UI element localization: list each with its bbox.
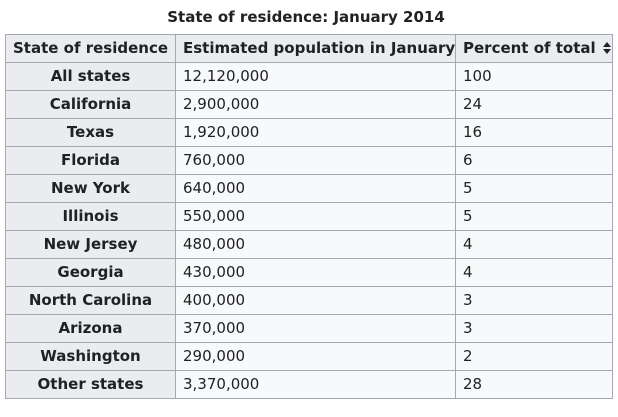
table-row: New Jersey 480,000 4 bbox=[5, 230, 613, 259]
percent-cell: 5 bbox=[455, 202, 613, 231]
population-cell: 3,370,000 bbox=[175, 370, 456, 399]
table-row: All states 12,120,000 100 bbox=[5, 62, 613, 91]
state-cell: All states bbox=[5, 62, 176, 91]
table-row: Washington 290,000 2 bbox=[5, 342, 613, 371]
percent-cell: 6 bbox=[455, 146, 613, 175]
population-cell: 480,000 bbox=[175, 230, 456, 259]
table-row: Illinois 550,000 5 bbox=[5, 202, 613, 231]
header-row: State of residence Estimated population … bbox=[5, 34, 613, 63]
residence-table: State of residence Estimated population … bbox=[5, 34, 613, 399]
state-cell: New Jersey bbox=[5, 230, 176, 259]
table-row: California 2,900,000 24 bbox=[5, 90, 613, 119]
percent-cell: 4 bbox=[455, 258, 613, 287]
header-percent-of-total[interactable]: Percent of total bbox=[455, 34, 613, 63]
table-title: State of residence: January 2014 bbox=[167, 8, 445, 26]
population-cell: 2,900,000 bbox=[175, 90, 456, 119]
table-row: Other states 3,370,000 28 bbox=[5, 370, 613, 399]
percent-cell: 100 bbox=[455, 62, 613, 91]
state-cell: California bbox=[5, 90, 176, 119]
population-cell: 400,000 bbox=[175, 286, 456, 315]
population-cell: 370,000 bbox=[175, 314, 456, 343]
state-cell: North Carolina bbox=[5, 286, 176, 315]
state-cell: Arizona bbox=[5, 314, 176, 343]
population-cell: 430,000 bbox=[175, 258, 456, 287]
state-cell: Washington bbox=[5, 342, 176, 371]
header-estimated-population-label: Estimated population in January bbox=[183, 39, 456, 57]
percent-cell: 3 bbox=[455, 286, 613, 315]
state-cell: Florida bbox=[5, 146, 176, 175]
table-row: New York 640,000 5 bbox=[5, 174, 613, 203]
table-row: Texas 1,920,000 16 bbox=[5, 118, 613, 147]
state-cell: New York bbox=[5, 174, 176, 203]
table-row: Florida 760,000 6 bbox=[5, 146, 613, 175]
state-cell: Illinois bbox=[5, 202, 176, 231]
table-row: North Carolina 400,000 3 bbox=[5, 286, 613, 315]
population-cell: 760,000 bbox=[175, 146, 456, 175]
percent-cell: 5 bbox=[455, 174, 613, 203]
state-cell: Other states bbox=[5, 370, 176, 399]
population-cell: 12,120,000 bbox=[175, 62, 456, 91]
population-cell: 290,000 bbox=[175, 342, 456, 371]
table-row: Arizona 370,000 3 bbox=[5, 314, 613, 343]
percent-cell: 24 bbox=[455, 90, 613, 119]
table-row: Georgia 430,000 4 bbox=[5, 258, 613, 287]
percent-cell: 2 bbox=[455, 342, 613, 371]
header-state-of-residence-label: State of residence bbox=[13, 39, 169, 57]
header-estimated-population[interactable]: Estimated population in January bbox=[175, 34, 456, 63]
state-cell: Texas bbox=[5, 118, 176, 147]
sort-icon[interactable] bbox=[602, 42, 611, 54]
percent-cell: 4 bbox=[455, 230, 613, 259]
percent-cell: 28 bbox=[455, 370, 613, 399]
header-percent-of-total-label: Percent of total bbox=[463, 39, 596, 57]
state-cell: Georgia bbox=[5, 258, 176, 287]
percent-cell: 16 bbox=[455, 118, 613, 147]
population-cell: 550,000 bbox=[175, 202, 456, 231]
population-cell: 640,000 bbox=[175, 174, 456, 203]
header-state-of-residence[interactable]: State of residence bbox=[5, 34, 176, 63]
population-cell: 1,920,000 bbox=[175, 118, 456, 147]
percent-cell: 3 bbox=[455, 314, 613, 343]
